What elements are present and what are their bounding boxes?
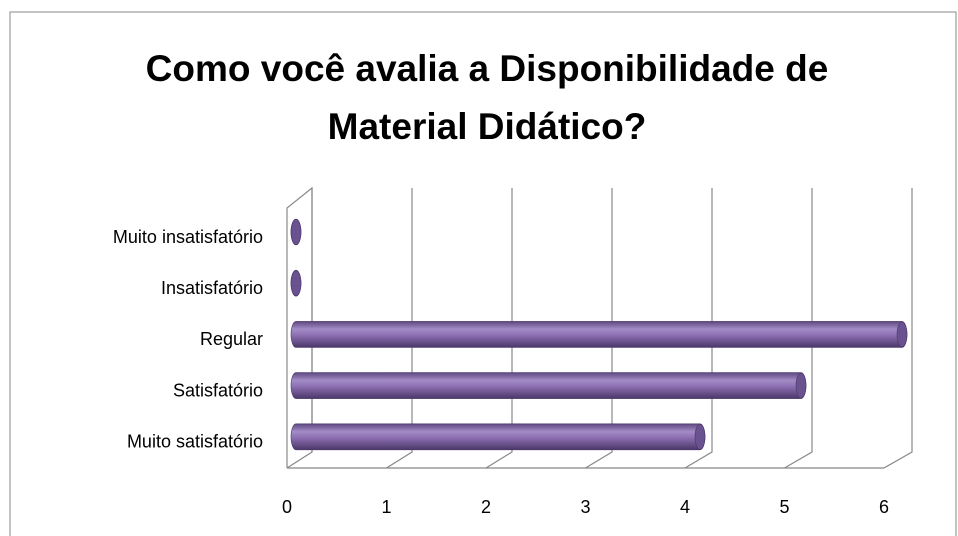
bar-cap [896,321,908,348]
x-tick-label: 2 [481,497,491,517]
y-tick-label: Insatisfatório [161,278,263,298]
x-tick-label: 6 [879,497,889,517]
grid-line [286,188,313,469]
bar [290,321,908,348]
grid-line [485,188,513,469]
y-tick-label: Muito satisfatório [127,432,263,452]
y-tick-label: Muito insatisfatório [113,227,263,247]
y-tick-label: Regular [200,329,263,349]
grid-line [684,188,713,469]
x-tick-label: 1 [381,497,391,517]
bar-cap [290,219,302,245]
bar-cap [290,270,302,297]
grid-line [386,188,413,469]
x-tick-label: 5 [779,497,789,517]
chart-title: Como você avalia a Disponibilidade de Ma… [145,48,829,147]
grid-line [784,188,813,469]
grid-line [585,188,613,469]
bar-cap [795,372,807,399]
bar [290,423,706,451]
bar-cap [694,423,706,450]
bar [290,372,807,399]
chart-border [9,11,957,536]
x-tick-label: 4 [680,497,690,517]
grid-line [883,188,913,469]
x-tick-label: 0 [282,497,292,517]
y-tick-label: Satisfatório [173,380,263,400]
x-tick-label: 3 [580,497,590,517]
